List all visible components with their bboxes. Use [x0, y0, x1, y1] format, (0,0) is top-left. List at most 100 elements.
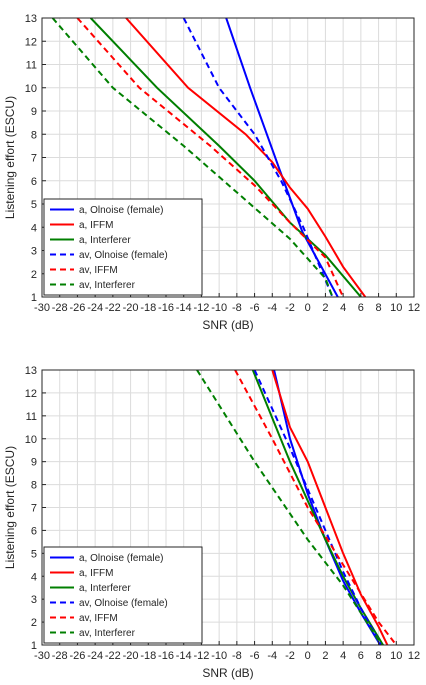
legend-entry: av, IFFM	[79, 265, 118, 276]
x-tick-label: -30	[34, 302, 50, 314]
legend-entry: a, IFFM	[79, 220, 113, 231]
legend-entry: av, IFFM	[79, 613, 118, 624]
y-tick-label: 12	[25, 36, 37, 48]
x-tick-label: -4	[267, 650, 277, 662]
x-tick-label: 8	[376, 650, 382, 662]
x-tick-label: 4	[340, 650, 346, 662]
y-tick-label: 6	[31, 525, 37, 537]
x-tick-label: 2	[322, 650, 328, 662]
y-tick-label: 4	[31, 222, 37, 234]
y-axis-label: Listening effort (ESCU)	[3, 96, 17, 219]
x-tick-label: -28	[52, 302, 68, 314]
x-axis-label: SNR (dB)	[202, 318, 253, 332]
x-tick-label: 8	[376, 302, 382, 314]
y-tick-label: 9	[31, 457, 37, 469]
y-tick-label: 7	[31, 503, 37, 515]
y-tick-label: 9	[31, 106, 37, 118]
y-tick-label: 8	[31, 129, 37, 141]
x-tick-label: 6	[358, 650, 364, 662]
x-tick-label: -6	[250, 650, 260, 662]
x-tick-label: -16	[158, 650, 174, 662]
y-axis-label: Listening effort (ESCU)	[3, 446, 17, 569]
x-tick-label: -10	[211, 650, 227, 662]
legend-entry: a, IFFM	[79, 568, 113, 579]
series-line-4	[234, 370, 398, 645]
x-tick-label: 12	[408, 650, 420, 662]
series-line-1	[125, 18, 367, 297]
y-tick-label: 8	[31, 480, 37, 492]
y-tick-label: 10	[25, 434, 37, 446]
series-line-5	[196, 370, 384, 645]
x-tick-label: 12	[408, 302, 420, 314]
x-tick-label: -12	[193, 302, 209, 314]
series-line-3	[253, 370, 383, 645]
x-tick-label: -30	[34, 650, 50, 662]
chart-top: -30 -28 -26 -24 -22 -20 -18 -16 -14 -12 -10 -8 -6 -4-…	[3, 13, 420, 332]
series-line-1	[271, 370, 389, 645]
legend-entry: a, Olnoise (female)	[79, 205, 163, 216]
x-tick-label: 0	[305, 302, 311, 314]
x-tick-label: -10	[211, 302, 227, 314]
y-tick-label: 3	[31, 246, 37, 258]
legend-entry: av, Olnoise (female)	[79, 250, 168, 261]
y-tick-label: 11	[26, 411, 37, 423]
y-tick-label: 13	[25, 365, 37, 377]
x-tick-label: 6	[358, 302, 364, 314]
x-tick-label: 0	[305, 650, 311, 662]
x-tick-label: -22	[105, 302, 121, 314]
y-tick-label: 2	[31, 269, 37, 281]
legend-entry: a, Olnoise (female)	[79, 553, 163, 564]
x-tick-label: -8	[232, 650, 242, 662]
y-tick-label: 11	[26, 60, 37, 72]
y-tick-label: 3	[31, 594, 37, 606]
x-tick-label: -28	[52, 650, 68, 662]
series-line-4	[76, 18, 345, 297]
x-tick-label: -18	[140, 302, 156, 314]
legend-entry: a, Interferer	[79, 583, 131, 594]
legend-entry: av, Olnoise (female)	[79, 598, 168, 609]
y-tick-label: 4	[31, 571, 37, 583]
x-tick-label: -14	[176, 302, 192, 314]
x-tick-label: -24	[87, 302, 103, 314]
x-tick-label: -22	[105, 650, 121, 662]
legend-entry: av, Interferer	[79, 280, 136, 291]
legend-entry: a, Interferer	[79, 235, 131, 246]
x-tick-label: -20	[123, 302, 139, 314]
x-tick-label: -26	[69, 650, 85, 662]
x-tick-label: -20	[123, 650, 139, 662]
series-line-5	[51, 18, 334, 297]
x-tick-label: -18	[140, 650, 156, 662]
x-tick-label: -6	[250, 302, 260, 314]
legend-entry: av, Interferer	[79, 628, 136, 639]
y-tick-label: 1	[31, 640, 37, 652]
x-axis-label: SNR (dB)	[202, 666, 253, 680]
y-tick-label: 2	[31, 617, 37, 629]
x-tick-label: -26	[69, 302, 85, 314]
y-tick-label: 6	[31, 176, 37, 188]
x-tick-label: -14	[176, 650, 192, 662]
x-tick-label: 10	[390, 302, 402, 314]
x-tick-label: -2	[285, 650, 295, 662]
x-tick-label: -2	[285, 302, 295, 314]
chart-bottom: -30 -28 -26 -24 -22 -20 -18 -16 -14 -12 -10 -8 -6 -4-…	[3, 365, 420, 680]
x-tick-label: 2	[322, 302, 328, 314]
x-tick-label: 4	[340, 302, 346, 314]
legend	[43, 198, 203, 296]
series-line-2	[89, 18, 362, 297]
x-tick-label: 10	[390, 650, 402, 662]
y-tick-label: 12	[25, 388, 37, 400]
x-tick-label: -16	[158, 302, 174, 314]
y-tick-label: 1	[31, 292, 37, 304]
series-line-3	[182, 18, 334, 297]
x-tick-label: -8	[232, 302, 242, 314]
y-tick-label: 7	[31, 153, 37, 165]
y-tick-label: 5	[31, 199, 37, 211]
x-tick-label: -24	[87, 650, 103, 662]
legend	[43, 546, 203, 644]
series-line-2	[251, 370, 384, 645]
y-tick-label: 13	[25, 13, 37, 25]
x-tick-label: -4	[267, 302, 277, 314]
y-tick-label: 10	[25, 83, 37, 95]
x-tick-label: -12	[193, 650, 209, 662]
